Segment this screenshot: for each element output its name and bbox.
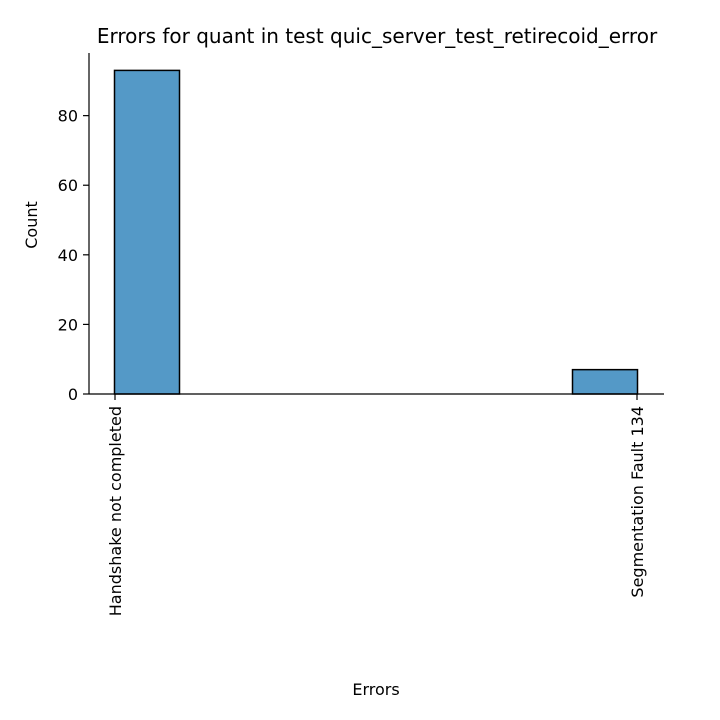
bars (113, 69, 639, 395)
x-axis-ticks: Handshake not completed Segmentation Faul… (106, 394, 647, 616)
y-tick-label-3: 60 (58, 176, 78, 195)
y-tick-label-2: 40 (58, 246, 78, 265)
y-tick-label-4: 80 (58, 107, 78, 126)
x-axis-label: Errors (352, 680, 399, 699)
bar-0 (113, 69, 181, 395)
chart-title: Errors for quant in test quic_server_tes… (97, 24, 658, 48)
y-axis-label: Count (22, 201, 41, 249)
x-tick-label-1: Segmentation Fault 134 (628, 406, 647, 598)
y-axis-ticks: 0 20 40 60 80 (58, 107, 89, 404)
x-tick-label-0: Handshake not completed (106, 406, 125, 616)
y-tick-label-0: 0 (68, 385, 78, 404)
y-tick-label-1: 20 (58, 315, 78, 334)
bar-1 (571, 368, 639, 395)
